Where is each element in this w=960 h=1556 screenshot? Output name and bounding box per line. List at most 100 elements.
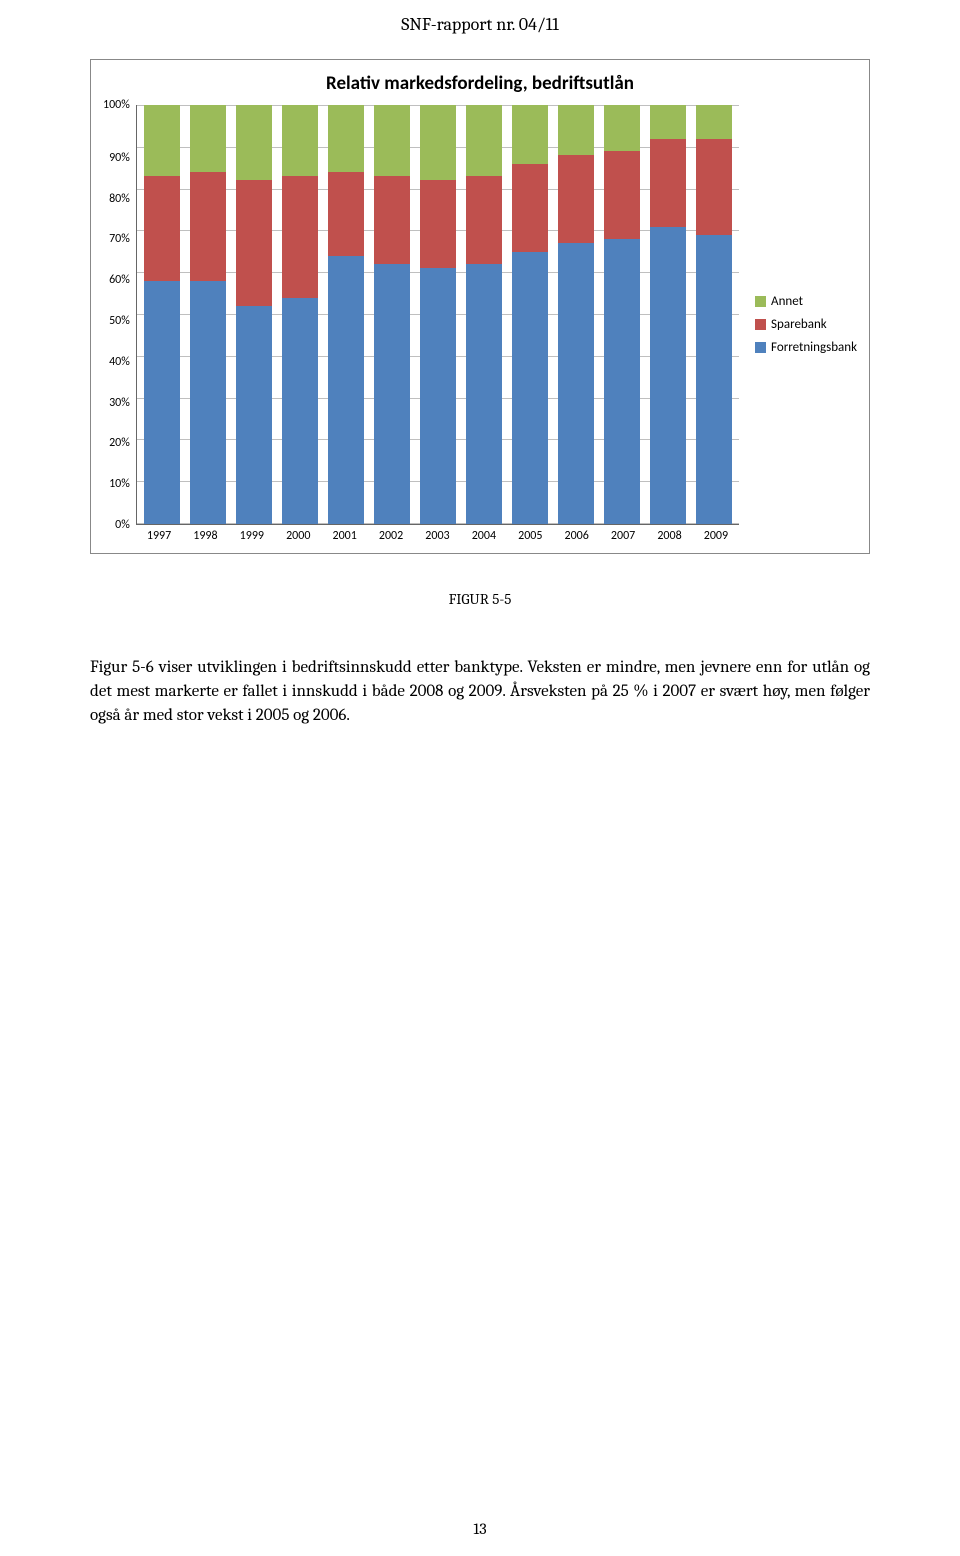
bar-segment-forretningsbank (328, 256, 364, 524)
bar-segment-sparebank (604, 151, 640, 239)
bar-segment-annet (282, 105, 318, 176)
bar (466, 105, 502, 524)
bar-segment-sparebank (696, 139, 732, 235)
page-number: 13 (0, 1520, 960, 1538)
bar-segment-annet (374, 105, 410, 176)
x-tick-label: 2001 (321, 529, 367, 543)
chart-title: Relativ markedsfordeling, bedriftsutlån (103, 72, 857, 95)
bar-segment-annet (650, 105, 686, 139)
bar-segment-sparebank (512, 164, 548, 252)
bar-segment-annet (328, 105, 364, 172)
y-tick-label: 50% (103, 315, 130, 327)
legend-swatch (755, 342, 766, 353)
chart-main: 100%90%80%70%60%50%40%30%20%10%0% 199719… (103, 105, 739, 543)
bar-segment-annet (190, 105, 226, 172)
bar (144, 105, 180, 524)
y-tick-label: 20% (103, 437, 130, 449)
bar-segment-annet (236, 105, 272, 180)
bar-segment-sparebank (144, 176, 180, 281)
y-tick-label: 60% (103, 274, 130, 286)
bar-segment-sparebank (650, 139, 686, 227)
bar (512, 105, 548, 524)
bar (604, 105, 640, 524)
x-tick-label: 2000 (275, 529, 321, 543)
chart-container: Relativ markedsfordeling, bedriftsutlån … (90, 59, 870, 554)
bar-segment-forretningsbank (650, 227, 686, 524)
legend: Annet Sparebank Forretningsbank (755, 294, 857, 355)
bar-segment-sparebank (328, 172, 364, 256)
bar-segment-annet (466, 105, 502, 176)
x-tick-label: 2008 (646, 529, 692, 543)
y-tick-label: 100% (103, 99, 130, 111)
legend-item-forretningsbank: Forretningsbank (755, 340, 857, 355)
bar-segment-forretningsbank (466, 264, 502, 524)
legend-swatch (755, 296, 766, 307)
bar-segment-sparebank (236, 180, 272, 306)
bar-segment-annet (696, 105, 732, 139)
y-tick-label: 10% (103, 478, 130, 490)
bar-segment-annet (420, 105, 456, 180)
bar-segment-forretningsbank (558, 243, 594, 524)
bar (558, 105, 594, 524)
legend-swatch (755, 319, 766, 330)
bar (236, 105, 272, 524)
x-tick-label: 2002 (368, 529, 414, 543)
bar-segment-sparebank (466, 176, 502, 264)
y-tick-label: 0% (103, 519, 130, 531)
x-tick-label: 1998 (182, 529, 228, 543)
bar-segment-sparebank (420, 180, 456, 268)
x-tick-label: 2009 (693, 529, 739, 543)
x-tick-label: 2007 (600, 529, 646, 543)
bar-segment-forretningsbank (604, 239, 640, 524)
bar-segment-sparebank (190, 172, 226, 281)
bar-segment-sparebank (374, 176, 410, 264)
y-tick-label: 40% (103, 356, 130, 368)
bar-segment-forretningsbank (144, 281, 180, 524)
x-axis: 1997199819992000200120022003200420052006… (136, 525, 739, 543)
legend-label: Forretningsbank (771, 340, 857, 355)
plot-wrap: 1997199819992000200120022003200420052006… (136, 105, 739, 543)
bar-segment-forretningsbank (512, 252, 548, 524)
body-paragraph: Figur 5-6 viser utviklingen i bedriftsin… (90, 656, 870, 727)
y-tick-label: 90% (103, 152, 130, 164)
bar-segment-forretningsbank (236, 306, 272, 524)
page: SNF-rapport nr. 04/11 Relativ markedsfor… (0, 0, 960, 1556)
bar-segment-sparebank (282, 176, 318, 298)
x-tick-label: 1997 (136, 529, 182, 543)
y-tick-label: 70% (103, 233, 130, 245)
bar (374, 105, 410, 524)
bar-segment-forretningsbank (282, 298, 318, 524)
bar-segment-forretningsbank (190, 281, 226, 524)
bar-segment-forretningsbank (420, 268, 456, 524)
bar-segment-annet (512, 105, 548, 164)
bar-segment-annet (558, 105, 594, 155)
bar-segment-annet (604, 105, 640, 151)
bar-segment-sparebank (558, 155, 594, 243)
figure-label: FIGUR 5-5 (90, 590, 870, 608)
bar (190, 105, 226, 524)
bar (420, 105, 456, 524)
legend-item-annet: Annet (755, 294, 857, 309)
plot-area (136, 105, 739, 525)
x-tick-label: 1999 (229, 529, 275, 543)
x-tick-label: 2004 (461, 529, 507, 543)
bars (137, 105, 739, 524)
bar-segment-forretningsbank (374, 264, 410, 524)
bar-segment-forretningsbank (696, 235, 732, 524)
y-axis: 100%90%80%70%60%50%40%30%20%10%0% (103, 105, 136, 525)
bar-segment-annet (144, 105, 180, 176)
legend-label: Sparebank (771, 317, 827, 332)
x-tick-label: 2003 (414, 529, 460, 543)
chart-body: 100%90%80%70%60%50%40%30%20%10%0% 199719… (103, 105, 857, 543)
bar (650, 105, 686, 524)
bar (282, 105, 318, 524)
bar (328, 105, 364, 524)
bar (696, 105, 732, 524)
running-header: SNF-rapport nr. 04/11 (90, 0, 870, 59)
y-tick-label: 30% (103, 397, 130, 409)
legend-item-sparebank: Sparebank (755, 317, 857, 332)
y-tick-label: 80% (103, 193, 130, 205)
legend-label: Annet (771, 294, 803, 309)
x-tick-label: 2006 (553, 529, 599, 543)
x-tick-label: 2005 (507, 529, 553, 543)
